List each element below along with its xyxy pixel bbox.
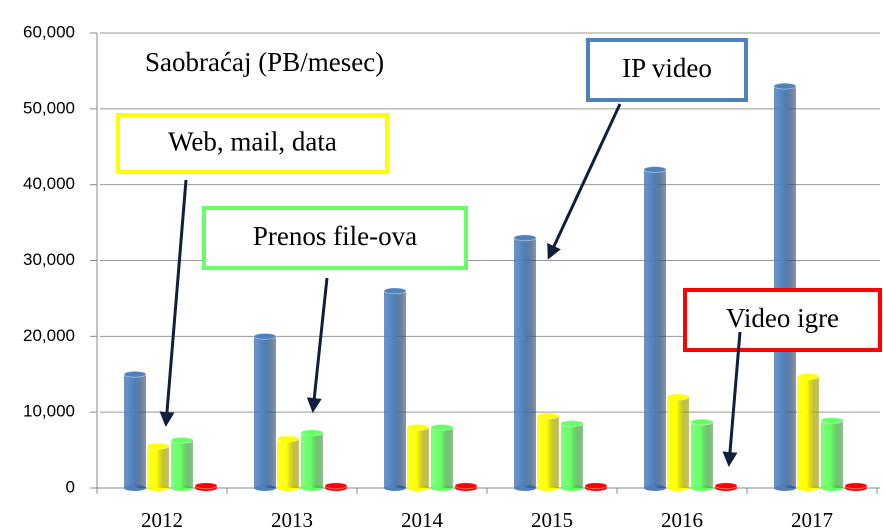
series-label: Prenos file-ova <box>253 221 417 251</box>
bar-cap <box>796 373 820 381</box>
series-label: IP video <box>622 53 712 83</box>
bar-cap <box>430 423 454 431</box>
bar-cap <box>714 482 738 490</box>
bar-cap <box>666 393 690 401</box>
bar-cap <box>536 412 560 420</box>
bar <box>254 336 276 488</box>
bar-cap <box>170 436 194 444</box>
bar-shade <box>537 415 559 488</box>
bar-cap <box>276 435 300 443</box>
arrow <box>722 331 742 467</box>
bar-cap <box>773 82 797 90</box>
bar-cap <box>300 429 324 437</box>
bar-cap <box>643 166 667 173</box>
arrow <box>306 277 329 413</box>
bar <box>691 422 713 488</box>
arrow <box>159 179 188 427</box>
bar <box>537 415 559 488</box>
bar-shade <box>301 432 323 488</box>
bar-shade <box>667 397 689 488</box>
bars <box>123 82 868 491</box>
bar <box>147 446 169 488</box>
bar-cap <box>194 482 218 490</box>
x-tick-label: 2014 <box>401 508 444 532</box>
bar <box>561 423 583 488</box>
bar <box>667 397 689 488</box>
x-tick-label: 2012 <box>141 508 183 532</box>
arrow <box>547 103 622 260</box>
y-tick-label: 0 <box>66 477 75 496</box>
bar-shade <box>124 374 146 488</box>
bar-shade <box>514 237 536 488</box>
bar <box>407 427 429 488</box>
bar-cap <box>844 482 868 490</box>
x-tick-label: 2016 <box>661 508 703 532</box>
bar-cap <box>513 234 537 242</box>
bar <box>644 169 666 488</box>
bar-cap <box>324 482 348 490</box>
bar-shade <box>561 423 583 488</box>
bar <box>774 86 796 488</box>
bar-shade <box>821 420 843 488</box>
bar-shade <box>691 422 713 488</box>
bar-shade <box>277 438 299 488</box>
bar-cap <box>690 418 714 426</box>
bar-cap <box>560 420 584 428</box>
bar <box>124 374 146 488</box>
y-tick-label: 10,000 <box>23 402 75 421</box>
series-label-box <box>586 38 748 102</box>
y-tick-label: 20,000 <box>23 326 75 345</box>
bar <box>431 427 453 488</box>
series-label-box <box>116 113 389 174</box>
bar <box>797 376 819 488</box>
bar-cap <box>123 370 147 378</box>
arrows <box>159 103 742 467</box>
bar-cap <box>383 287 407 295</box>
bar-shade <box>407 427 429 488</box>
bar-cap <box>253 332 277 340</box>
bar-shade <box>797 376 819 488</box>
bar-cap <box>454 482 478 490</box>
series-label-box <box>202 206 468 270</box>
bar-shade <box>774 86 796 488</box>
bar-cap <box>584 482 608 490</box>
x-tick-label: 2017 <box>791 508 833 532</box>
annotations: IP video Web, mail, data Prenos file-ova Vi… <box>116 38 882 352</box>
series-label-box <box>683 288 882 352</box>
bar-cap <box>146 442 170 450</box>
bar <box>384 290 406 488</box>
bar <box>171 440 193 488</box>
bar <box>277 438 299 488</box>
x-tick-label: 2015 <box>531 508 573 532</box>
bar <box>301 432 323 488</box>
y-tick-label: 40,000 <box>23 174 75 193</box>
x-tick-label: 2013 <box>271 508 313 532</box>
bar-shade <box>431 427 453 488</box>
bar <box>514 237 536 488</box>
bar-shade <box>171 440 193 488</box>
bar-shade <box>644 169 666 488</box>
bar-cap <box>820 417 844 425</box>
series-label: Web, mail, data <box>168 127 337 157</box>
bar-shade <box>384 290 406 488</box>
bar-cap <box>406 423 430 431</box>
chart-title: Saobraćaj (PB/mesec) <box>145 47 384 77</box>
series-label: Video igre <box>726 303 839 333</box>
bar-shade <box>254 336 276 488</box>
bar <box>821 420 843 488</box>
y-tick-label: 60,000 <box>23 22 75 41</box>
bar-shade <box>147 446 169 488</box>
y-tick-label: 50,000 <box>23 98 75 117</box>
y-tick-label: 30,000 <box>23 250 75 269</box>
